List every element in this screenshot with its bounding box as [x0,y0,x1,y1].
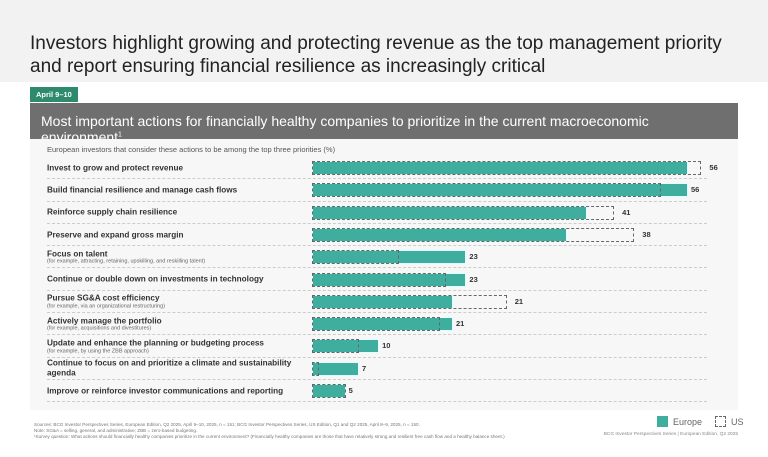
category-label: Continue to focus on and prioritize a cl… [47,359,309,378]
bar-us [312,205,615,220]
chart-row: Focus on talent (for example, attracting,… [47,246,707,269]
category-label: Actively manage the portfolio (for exampl… [47,316,309,332]
category-label: Build financial resilience and manage ca… [47,185,309,195]
bar-us [312,317,440,332]
category-label: Update and enhance the planning or budge… [47,338,309,354]
chart-row: Build financial resilience and manage ca… [47,179,707,202]
chart-row: Update and enhance the planning or budge… [47,335,707,358]
value-label: 7 [362,363,367,373]
value-label: 10 [382,341,391,351]
legend-us-label: US [731,416,744,427]
bar-europe [312,361,359,376]
legend-us-swatch [715,416,727,427]
category-label: Preserve and expand gross margin [47,230,309,240]
chart-title-bar: Most important actions for financially h… [30,103,738,145]
bar-us [312,361,319,376]
category-title: Preserve and expand gross margin [47,229,184,239]
category-note: (for example, acquisitions and divestitu… [47,325,152,332]
credit: BCG Investor Perspectives Series | Europ… [603,432,738,437]
category-label: Focus on talent (for example, attracting,… [47,249,309,265]
chart-row: Continue or double down on investments i… [47,269,707,291]
chart-row: Reinforce supply chain resilience 41 [47,202,707,224]
category-label: Invest to grow and protect revenue [47,163,309,173]
category-note: (for example, by using the ZBB approach) [47,347,149,354]
bar-us [312,339,359,354]
category-title: Improve or reinforce investor communicat… [47,385,284,395]
chart-row: Actively manage the portfolio (for exampl… [47,313,707,336]
category-title: Reinforce supply chain resilience [47,207,178,217]
category-title: Actively manage the portfolio [47,315,162,325]
category-label: Improve or reinforce investor communicat… [47,386,309,396]
sources: Sources: BCG Investor Perspectives Serie… [34,422,420,427]
category-label: Reinforce supply chain resilience [47,207,309,217]
legend-europe-swatch [657,416,668,427]
category-title: Invest to grow and protect revenue [47,162,184,172]
chart-row: Improve or reinforce investor communicat… [47,380,707,403]
chart-subtitle: European investors that consider these a… [47,145,336,154]
value-label: 21 [514,296,524,306]
value-label: 23 [469,274,478,284]
value-label: 56 [691,185,700,195]
value-label: 21 [456,319,465,329]
bar-us [312,250,400,265]
footer-notes: Sources: BCG Investor Perspectives Serie… [34,422,505,440]
chart-row: Pursue SG&A cost efficiency (for example,… [47,291,707,314]
chart-row: Preserve and expand gross margin 38 [47,224,707,247]
note: Note: SG&A = selling, general, and admin… [34,428,198,433]
category-title: Update and enhance the planning or budge… [47,338,264,348]
value-label: 41 [622,207,631,217]
bar-us [312,227,635,242]
category-title: Continue or double down on investments i… [47,274,264,284]
category-title: Build financial resilience and manage ca… [47,185,238,195]
value-label: 56 [709,163,718,172]
category-label: Continue or double down on investments i… [47,274,309,284]
value-label: 5 [348,386,353,395]
category-note: (for example, attracting, retaining, ups… [47,258,206,265]
legend: Europe US [657,416,744,427]
value-label: 23 [469,252,478,262]
category-title: Focus on talent [47,249,108,259]
title-band [0,0,768,82]
value-label: 38 [642,229,651,239]
category-note: (for example, via an organizational rest… [47,303,166,310]
bar-us [312,294,507,309]
chart-row: Invest to grow and protect revenue 56 [47,157,718,180]
bar-us [312,183,662,198]
category-title: Pursue SG&A cost efficiency [47,293,160,303]
date-badge: April 9–10 [30,87,78,102]
page-title: Investors highlight growing and protecti… [30,33,722,77]
footnote: ¹Survey question: What actions should fi… [34,434,505,439]
bar-us [312,272,447,287]
category-label: Pursue SG&A cost efficiency (for example,… [47,294,309,310]
chart-row: Continue to focus on and prioritize a cl… [47,358,707,380]
bar-us [312,161,702,175]
bar-us [312,384,346,398]
category-title: Continue to focus on and prioritize a cl… [47,358,292,378]
chart-title-footnote: 1 [118,131,122,139]
legend-europe-label: Europe [673,416,703,427]
